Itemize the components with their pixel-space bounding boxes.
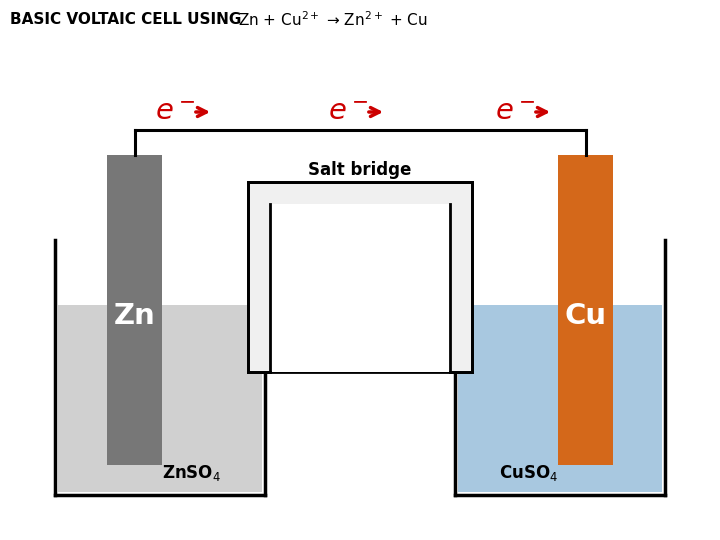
Text: Zn + Cu$^{2+}$ → Zn$^{2+}$ + Cu: Zn + Cu$^{2+}$ → Zn$^{2+}$ + Cu (238, 11, 428, 29)
Text: $e^-$: $e^-$ (155, 98, 195, 126)
Text: $e^-$: $e^-$ (328, 98, 368, 126)
Bar (107, 155, 162, 465)
Text: ZnSO$_4$: ZnSO$_4$ (162, 463, 221, 483)
Text: Zn: Zn (114, 302, 156, 330)
Bar (270, 204, 450, 372)
Bar (458, 305, 662, 492)
Bar (248, 182, 472, 372)
Text: Cu: Cu (564, 302, 606, 330)
Text: Salt bridge: Salt bridge (308, 161, 412, 179)
Text: CuSO$_4$: CuSO$_4$ (499, 463, 558, 483)
Text: $e^-$: $e^-$ (495, 98, 535, 126)
Bar (58, 305, 262, 492)
Text: BASIC VOLTAIC CELL USING: BASIC VOLTAIC CELL USING (10, 12, 241, 28)
Bar (558, 155, 613, 465)
